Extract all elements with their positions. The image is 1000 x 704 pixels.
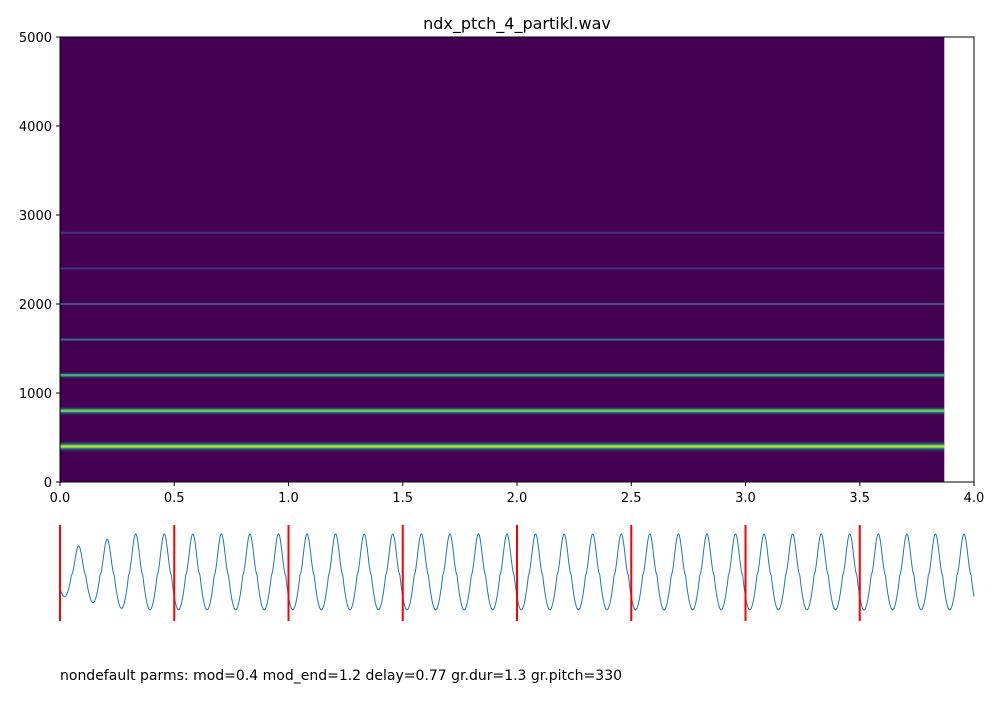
x-tick-label: 3.0 [735, 491, 756, 506]
x-tick-label: 2.5 [621, 491, 642, 506]
spectrogram-plot [60, 37, 945, 482]
y-tick-label: 5000 [19, 31, 52, 46]
spectrogram-axes: 0.0 0.5 1.0 1.5 2.0 2.5 3.0 3.5 4.0 0 1000 2000 3000… [19, 31, 984, 506]
x-tick-label: 2.0 [507, 491, 528, 506]
x-tick-label: 0.5 [164, 491, 185, 506]
y-tick-label: 0 [44, 476, 52, 491]
x-tick-label: 4.0 [964, 491, 985, 506]
partial-core-800 [60, 409, 945, 412]
partial-band-2800 [60, 231, 945, 234]
y-tick-label: 4000 [19, 120, 52, 135]
y-tick-label: 1000 [19, 387, 52, 402]
waveform-plot [59, 525, 975, 621]
x-tick-label: 1.0 [278, 491, 299, 506]
partial-core-1200 [60, 374, 945, 377]
partial-band-1600 [60, 338, 945, 341]
x-tick-label: 1.5 [392, 491, 413, 506]
chart-title: ndx_ptch_4_partikl.wav [423, 14, 611, 34]
y-tick-label: 2000 [19, 298, 52, 313]
parameters-caption: nondefault parms: mod=0.4 mod_end=1.2 de… [60, 668, 623, 684]
partial-core-400 [60, 445, 945, 448]
y-tick-label: 3000 [19, 209, 52, 224]
x-tick-label: 0.0 [50, 491, 71, 506]
partial-band-2000 [60, 303, 945, 305]
partial-band-2400 [60, 267, 945, 270]
x-tick-label: 3.5 [849, 491, 870, 506]
